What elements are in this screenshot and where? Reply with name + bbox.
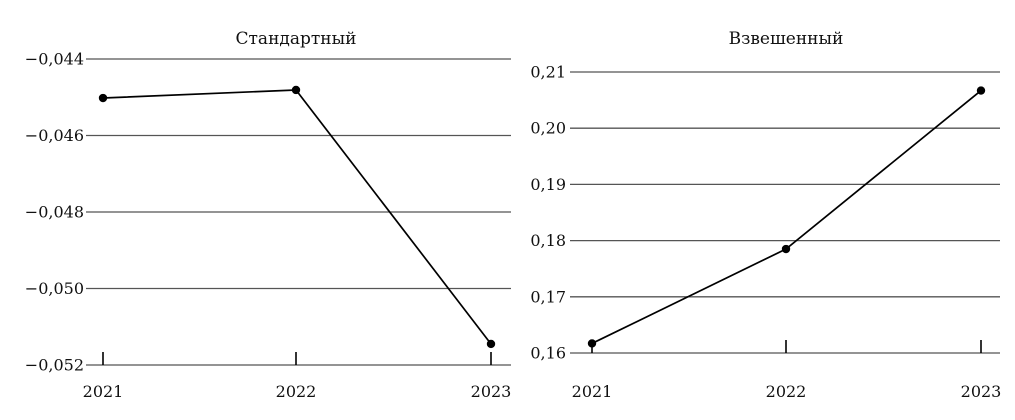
weighted-y-tick-label: 0,20 [530,119,566,138]
weighted-data-point [781,244,791,254]
standard-y-tick-label: −0,044 [25,50,84,69]
standard-y-tick-label: −0,050 [25,279,84,298]
standard-y-tick-label: −0,052 [25,356,84,375]
standard-y-tick-label: −0,046 [25,126,84,145]
weighted-y-tick-label: 0,17 [530,287,566,306]
standard-x-tick-label: 2021 [83,382,124,401]
weighted-x-tick-label: 2021 [572,382,613,401]
weighted-chart-title: Взвешенный [729,29,844,49]
standard-x-tick-label: 2023 [471,382,512,401]
standard-data-point [291,85,301,95]
standard-data-point [98,93,108,103]
weighted-y-tick-label: 0,21 [530,63,566,82]
standard-x-tick-label: 2022 [276,382,317,401]
weighted-x-tick-label: 2022 [766,382,807,401]
weighted-data-point [976,86,986,95]
weighted-data-point [587,339,597,348]
weighted-y-tick-label: 0,16 [530,344,566,363]
weighted-x-tick-label: 2023 [961,382,1002,401]
weighted-y-tick-label: 0,18 [530,231,566,250]
standard-series-line [102,89,492,345]
weighted-y-tick-label: 0,19 [530,175,566,194]
standard-y-tick-label: −0,048 [25,203,84,222]
standard-data-point [486,339,496,349]
standard-chart-title: Стандартный [236,29,357,49]
